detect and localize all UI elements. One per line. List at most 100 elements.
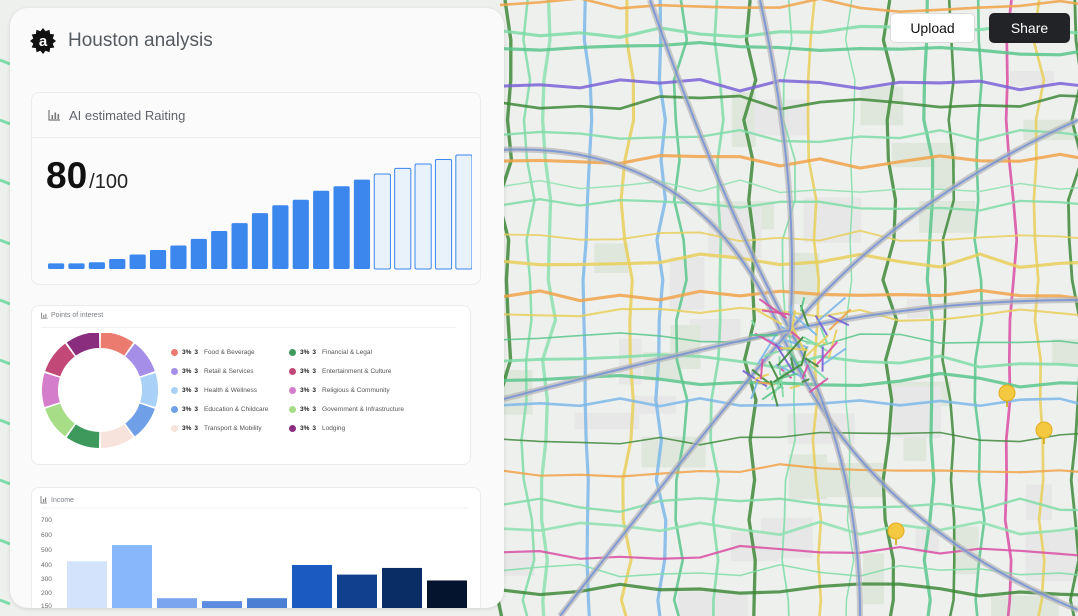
legend-item: 3% 3 Education & Childcare xyxy=(171,403,289,415)
income-bar xyxy=(382,567,422,608)
legend-count: 3 xyxy=(312,348,317,356)
rating-bar xyxy=(353,179,371,269)
rating-bar xyxy=(170,245,187,269)
rating-bar xyxy=(109,258,126,269)
income-bar xyxy=(67,561,107,608)
rating-bars xyxy=(48,154,472,270)
income-ytick: 700 xyxy=(41,517,52,524)
donut-slice xyxy=(100,333,134,356)
income-bar xyxy=(247,598,287,608)
svg-text:a: a xyxy=(39,33,48,50)
rating-bar xyxy=(333,186,350,269)
rating-bar xyxy=(129,254,146,269)
rating-bar xyxy=(48,263,65,269)
legend-count: 3 xyxy=(194,386,199,394)
bar-chart-icon xyxy=(41,312,48,319)
poi-donut-chart xyxy=(42,333,158,448)
poi-card: Points of interest 3% 3 Food & Beverage 3% 3… xyxy=(31,305,471,465)
panel-title: Houston analysis xyxy=(68,30,213,51)
legend-pct: 3% xyxy=(182,348,192,356)
legend-pct: 3% xyxy=(182,386,192,394)
legend-dot xyxy=(289,367,296,375)
rating-bar xyxy=(88,262,105,269)
income-bar xyxy=(337,574,377,608)
donut-slice xyxy=(140,373,158,407)
legend-dot xyxy=(171,405,178,413)
income-ytick: 150 xyxy=(41,603,52,608)
legend-label: Entertainment & Culture xyxy=(322,367,392,375)
rating-card: AI estimated Raiting 80 /100 xyxy=(31,92,481,285)
legend-pct: 3% xyxy=(182,405,192,413)
bar-chart-icon xyxy=(48,110,60,121)
rating-bar xyxy=(231,223,248,269)
poi-header-label: Points of interest xyxy=(51,312,104,319)
rating-bar xyxy=(414,163,432,270)
donut-slice xyxy=(42,373,60,407)
donut-slice xyxy=(45,403,75,437)
legend-count: 3 xyxy=(194,405,199,413)
legend-item: 3% 3 Transport & Mobility xyxy=(171,422,289,434)
legend-dot xyxy=(171,348,178,356)
legend-label: Financial & Legal xyxy=(322,348,372,356)
donut-slice xyxy=(66,333,100,356)
legend-item: 3% 3 Retail & Services xyxy=(171,365,289,377)
income-ytick: 400 xyxy=(41,562,52,569)
logo-a-icon: a xyxy=(30,28,56,54)
upload-button[interactable]: Upload xyxy=(890,13,975,43)
legend-pct: 3% xyxy=(182,424,192,432)
legend-dot xyxy=(171,386,178,394)
legend-label: Religious & Community xyxy=(322,386,390,394)
legend-pct: 3% xyxy=(182,367,192,375)
income-chart: Income 700 600 500 400 300 200 150 xyxy=(40,496,468,608)
income-ytick: 200 xyxy=(41,590,52,597)
legend-item: 3% 3 Religious & Community xyxy=(289,384,439,396)
rating-bar xyxy=(68,263,85,269)
legend-label: Government & Infrastructure xyxy=(322,405,405,413)
legend-label: Retail & Services xyxy=(204,367,254,375)
rating-bar xyxy=(292,199,309,269)
income-ytick: 600 xyxy=(41,532,52,539)
poi-header: Points of interest xyxy=(41,312,103,319)
income-bar xyxy=(427,580,467,608)
rating-bar xyxy=(272,205,289,269)
top-actions: Upload Share xyxy=(890,13,1070,43)
legend-count: 3 xyxy=(312,386,317,394)
income-ytick: 300 xyxy=(41,576,52,583)
rating-bar xyxy=(313,190,330,269)
legend-item: 3% 3 Food & Beverage xyxy=(171,346,289,358)
rating-bar xyxy=(394,167,412,270)
rating-bar xyxy=(211,231,228,269)
rating-score: 80 /100 xyxy=(46,155,128,197)
legend-dot xyxy=(289,405,296,413)
rating-score-max: /100 xyxy=(89,171,129,193)
income-bar xyxy=(202,601,242,608)
legend-pct: 3% xyxy=(300,367,310,375)
donut-slice xyxy=(125,403,155,437)
legend-pct: 3% xyxy=(300,348,310,356)
donut-slice xyxy=(100,424,134,448)
rating-bar xyxy=(455,154,472,270)
income-card: Income 700 600 500 400 300 200 150 xyxy=(31,487,481,608)
legend-label: Transport & Mobility xyxy=(204,424,262,432)
share-button[interactable]: Share xyxy=(989,13,1070,43)
rating-bar xyxy=(251,213,269,269)
legend-dot xyxy=(171,424,178,432)
income-bar xyxy=(112,545,152,608)
legend-pct: 3% xyxy=(300,386,310,394)
legend-label: Lodging xyxy=(322,424,346,432)
rating-header-label: AI estimated Raiting xyxy=(69,107,186,123)
poi-legend: 3% 3 Food & Beverage 3% 3 Financial & Legal 3%… xyxy=(171,346,439,434)
rating-bar xyxy=(149,250,167,269)
legend-count: 3 xyxy=(312,367,317,375)
rating-bar xyxy=(190,238,207,269)
legend-dot xyxy=(289,348,296,356)
rating-score-value: 80 xyxy=(46,155,88,196)
donut-slice xyxy=(45,343,75,377)
legend-dot xyxy=(171,367,178,375)
legend-pct: 3% xyxy=(300,405,310,413)
bar-chart-icon xyxy=(40,496,47,504)
legend-label: Food & Beverage xyxy=(204,348,255,356)
legend-item: 3% 3 Financial & Legal xyxy=(289,346,439,358)
legend-item: 3% 3 Entertainment & Culture xyxy=(289,365,439,377)
legend-item: 3% 3 Government & Infrastructure xyxy=(289,403,439,415)
